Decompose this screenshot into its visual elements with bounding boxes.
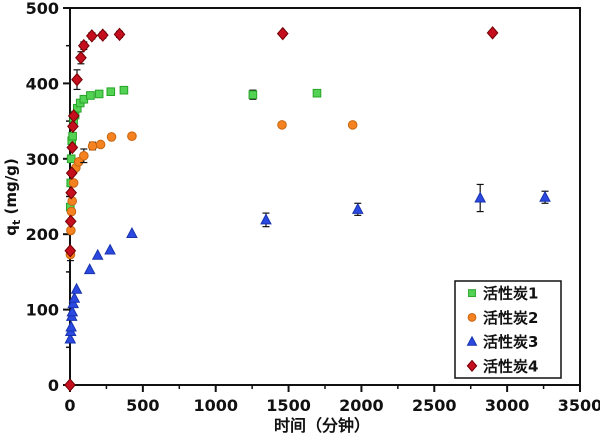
legend-label: 活性炭4 bbox=[483, 357, 538, 375]
diamond-marker bbox=[65, 185, 78, 200]
legend-item-3: 活性炭3 bbox=[466, 333, 538, 351]
triangle-marker bbox=[474, 191, 487, 203]
x-axis: 0 500 1000 1500 2000 2500 3000 3500 bbox=[64, 385, 600, 415]
diamond-marker bbox=[75, 51, 87, 65]
y-tick-label: 500 bbox=[26, 0, 59, 18]
diamond-marker bbox=[466, 359, 478, 373]
plot-area: 0 500 1000 1500 2000 2500 3000 3500 0 100 200 300 40… bbox=[26, 0, 600, 415]
diamond-marker bbox=[66, 140, 79, 155]
circle-marker bbox=[95, 139, 106, 150]
diamond-marker bbox=[67, 119, 79, 134]
series-活性炭4 bbox=[64, 26, 499, 392]
triangle-marker bbox=[70, 282, 83, 294]
y-tick-label: 300 bbox=[26, 150, 59, 169]
diamond-marker bbox=[65, 166, 78, 180]
legend-label: 活性炭3 bbox=[483, 333, 538, 351]
x-tick-label: 1500 bbox=[266, 396, 311, 415]
x-tick-label: 3500 bbox=[558, 396, 600, 415]
triangle-marker bbox=[351, 202, 364, 214]
square-marker bbox=[68, 131, 77, 141]
triangle-marker bbox=[67, 297, 80, 309]
triangle-marker bbox=[65, 320, 77, 332]
legend: 活性炭1 活性炭2 活性炭3 活性炭4 bbox=[454, 280, 562, 379]
diamond-marker bbox=[64, 244, 77, 258]
diamond-marker bbox=[77, 38, 90, 53]
circle-marker bbox=[68, 178, 79, 188]
square-marker bbox=[106, 87, 116, 96]
x-tick-label: 2000 bbox=[339, 396, 384, 415]
y-axis: 0 100 200 300 400 500 bbox=[26, 0, 70, 395]
legend-item-2: 活性炭2 bbox=[467, 309, 538, 327]
x-tick-label: 1000 bbox=[193, 396, 238, 415]
square-marker bbox=[119, 85, 129, 95]
y-axis-title: qt (mg/g) bbox=[2, 158, 23, 236]
diamond-marker bbox=[486, 26, 499, 40]
y-tick-label: 0 bbox=[48, 376, 59, 395]
series-活性炭2 bbox=[65, 120, 358, 262]
circle-marker bbox=[277, 120, 287, 130]
diamond-marker bbox=[67, 109, 80, 123]
diamond-marker bbox=[113, 27, 126, 42]
square-marker bbox=[86, 91, 95, 100]
x-tick-label: 2500 bbox=[412, 396, 457, 415]
square-marker bbox=[468, 289, 476, 298]
circle-marker bbox=[106, 132, 117, 142]
diamond-marker bbox=[64, 378, 76, 392]
triangle-marker bbox=[466, 335, 478, 346]
square-marker bbox=[312, 88, 322, 98]
x-axis-title: 时间（分钟） bbox=[274, 416, 370, 435]
triangle-marker bbox=[104, 243, 116, 255]
square-marker bbox=[248, 90, 258, 100]
triangle-marker bbox=[260, 213, 272, 225]
circle-marker bbox=[347, 120, 358, 130]
legend-item-1: 活性炭1 bbox=[468, 285, 538, 303]
x-tick-label: 3000 bbox=[485, 396, 530, 415]
square-marker bbox=[66, 154, 76, 164]
triangle-marker bbox=[91, 248, 104, 260]
diamond-marker bbox=[71, 72, 83, 87]
triangle-marker bbox=[64, 332, 77, 344]
series-活性炭3 bbox=[64, 183, 551, 344]
diamond-marker bbox=[276, 26, 289, 41]
circle-marker bbox=[467, 313, 477, 322]
legend-label: 活性炭2 bbox=[483, 309, 538, 327]
x-tick-label: 0 bbox=[64, 396, 75, 415]
triangle-marker bbox=[68, 291, 81, 303]
triangle-marker bbox=[66, 305, 79, 317]
circle-marker bbox=[79, 150, 89, 161]
x-tick-label: 500 bbox=[126, 396, 159, 415]
circle-marker bbox=[73, 157, 84, 167]
legend-item-4: 活性炭4 bbox=[466, 357, 538, 375]
triangle-marker bbox=[126, 226, 138, 238]
triangle-marker bbox=[83, 263, 96, 275]
triangle-marker bbox=[539, 190, 551, 202]
diamond-marker bbox=[64, 214, 77, 229]
y-tick-label: 400 bbox=[26, 74, 59, 93]
diamond-marker bbox=[85, 29, 98, 43]
square-marker bbox=[94, 89, 104, 99]
y-tick-label: 100 bbox=[26, 301, 59, 320]
circle-marker bbox=[87, 141, 98, 151]
circle-marker bbox=[127, 131, 137, 141]
y-tick-label: 200 bbox=[26, 225, 59, 244]
diamond-marker bbox=[96, 28, 109, 42]
legend-label: 活性炭1 bbox=[483, 285, 538, 303]
circle-marker bbox=[66, 206, 77, 217]
